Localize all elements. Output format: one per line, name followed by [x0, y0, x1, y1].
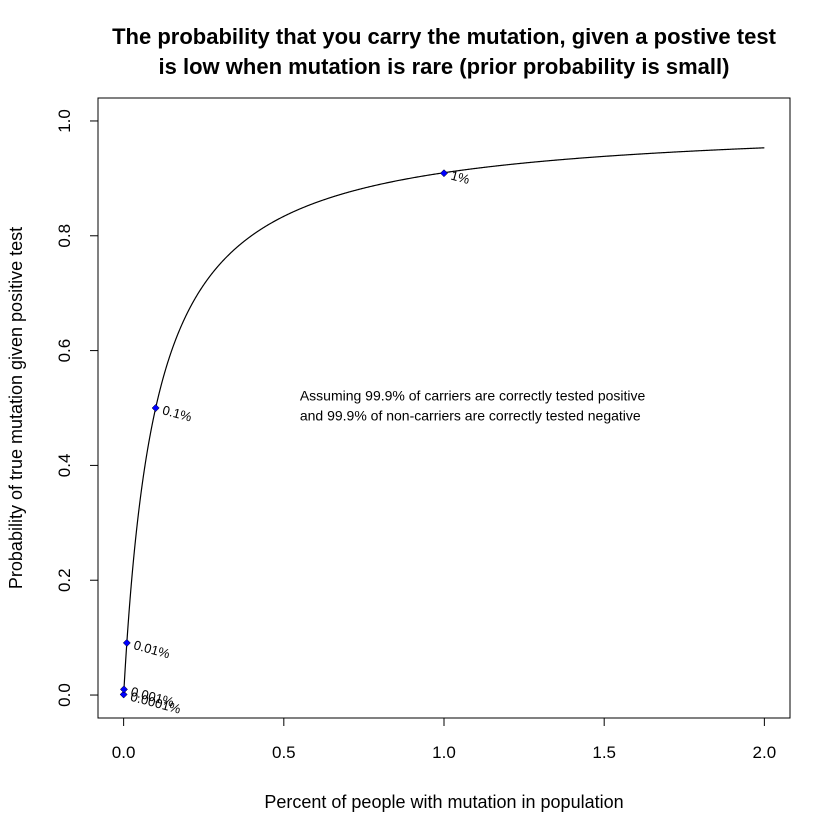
y-tick-label: 1.0	[55, 109, 74, 133]
series-line	[123, 147, 765, 695]
annotation-line-2: and 99.9% of non-carriers are correctly …	[300, 407, 641, 423]
x-tick-label: 2.0	[753, 743, 777, 762]
y-tick-label: 0.4	[55, 454, 74, 478]
y-tick-label: 0.6	[55, 339, 74, 363]
data-point	[440, 169, 448, 178]
data-point	[119, 685, 128, 694]
data-point	[119, 690, 128, 699]
y-axis-label: Probability of true mutation given posit…	[6, 227, 26, 589]
x-axis-label: Percent of people with mutation in popul…	[264, 792, 623, 812]
data-points: 0.0001%0.001%0.01%0.1%1%	[119, 168, 472, 717]
data-point	[151, 404, 160, 412]
y-tick-label: 0.2	[55, 568, 74, 592]
x-tick-label: 1.0	[432, 743, 456, 762]
chart-title-line-2: is low when mutation is rare (prior prob…	[159, 54, 730, 79]
x-tick-label: 0.5	[272, 743, 296, 762]
data-point-label: 1%	[449, 168, 471, 187]
y-tick-label: 0.8	[55, 224, 74, 248]
data-point	[122, 638, 131, 647]
x-tick-label: 0.0	[112, 743, 136, 762]
data-point-label: 0.1%	[161, 402, 194, 424]
chart-title-line-1: The probability that you carry the mutat…	[112, 24, 776, 49]
x-axis: 0.0 0.5 1.0 1.5 2.0	[112, 717, 777, 762]
y-axis: 0.0 0.2 0.4 0.6 0.8 1.0	[55, 109, 99, 707]
y-tick-label: 0.0	[55, 683, 74, 707]
data-point-label: 0.01%	[132, 637, 172, 661]
x-tick-label: 1.5	[592, 743, 616, 762]
annotation-line-1: Assuming 99.9% of carriers are correctly…	[300, 387, 646, 403]
